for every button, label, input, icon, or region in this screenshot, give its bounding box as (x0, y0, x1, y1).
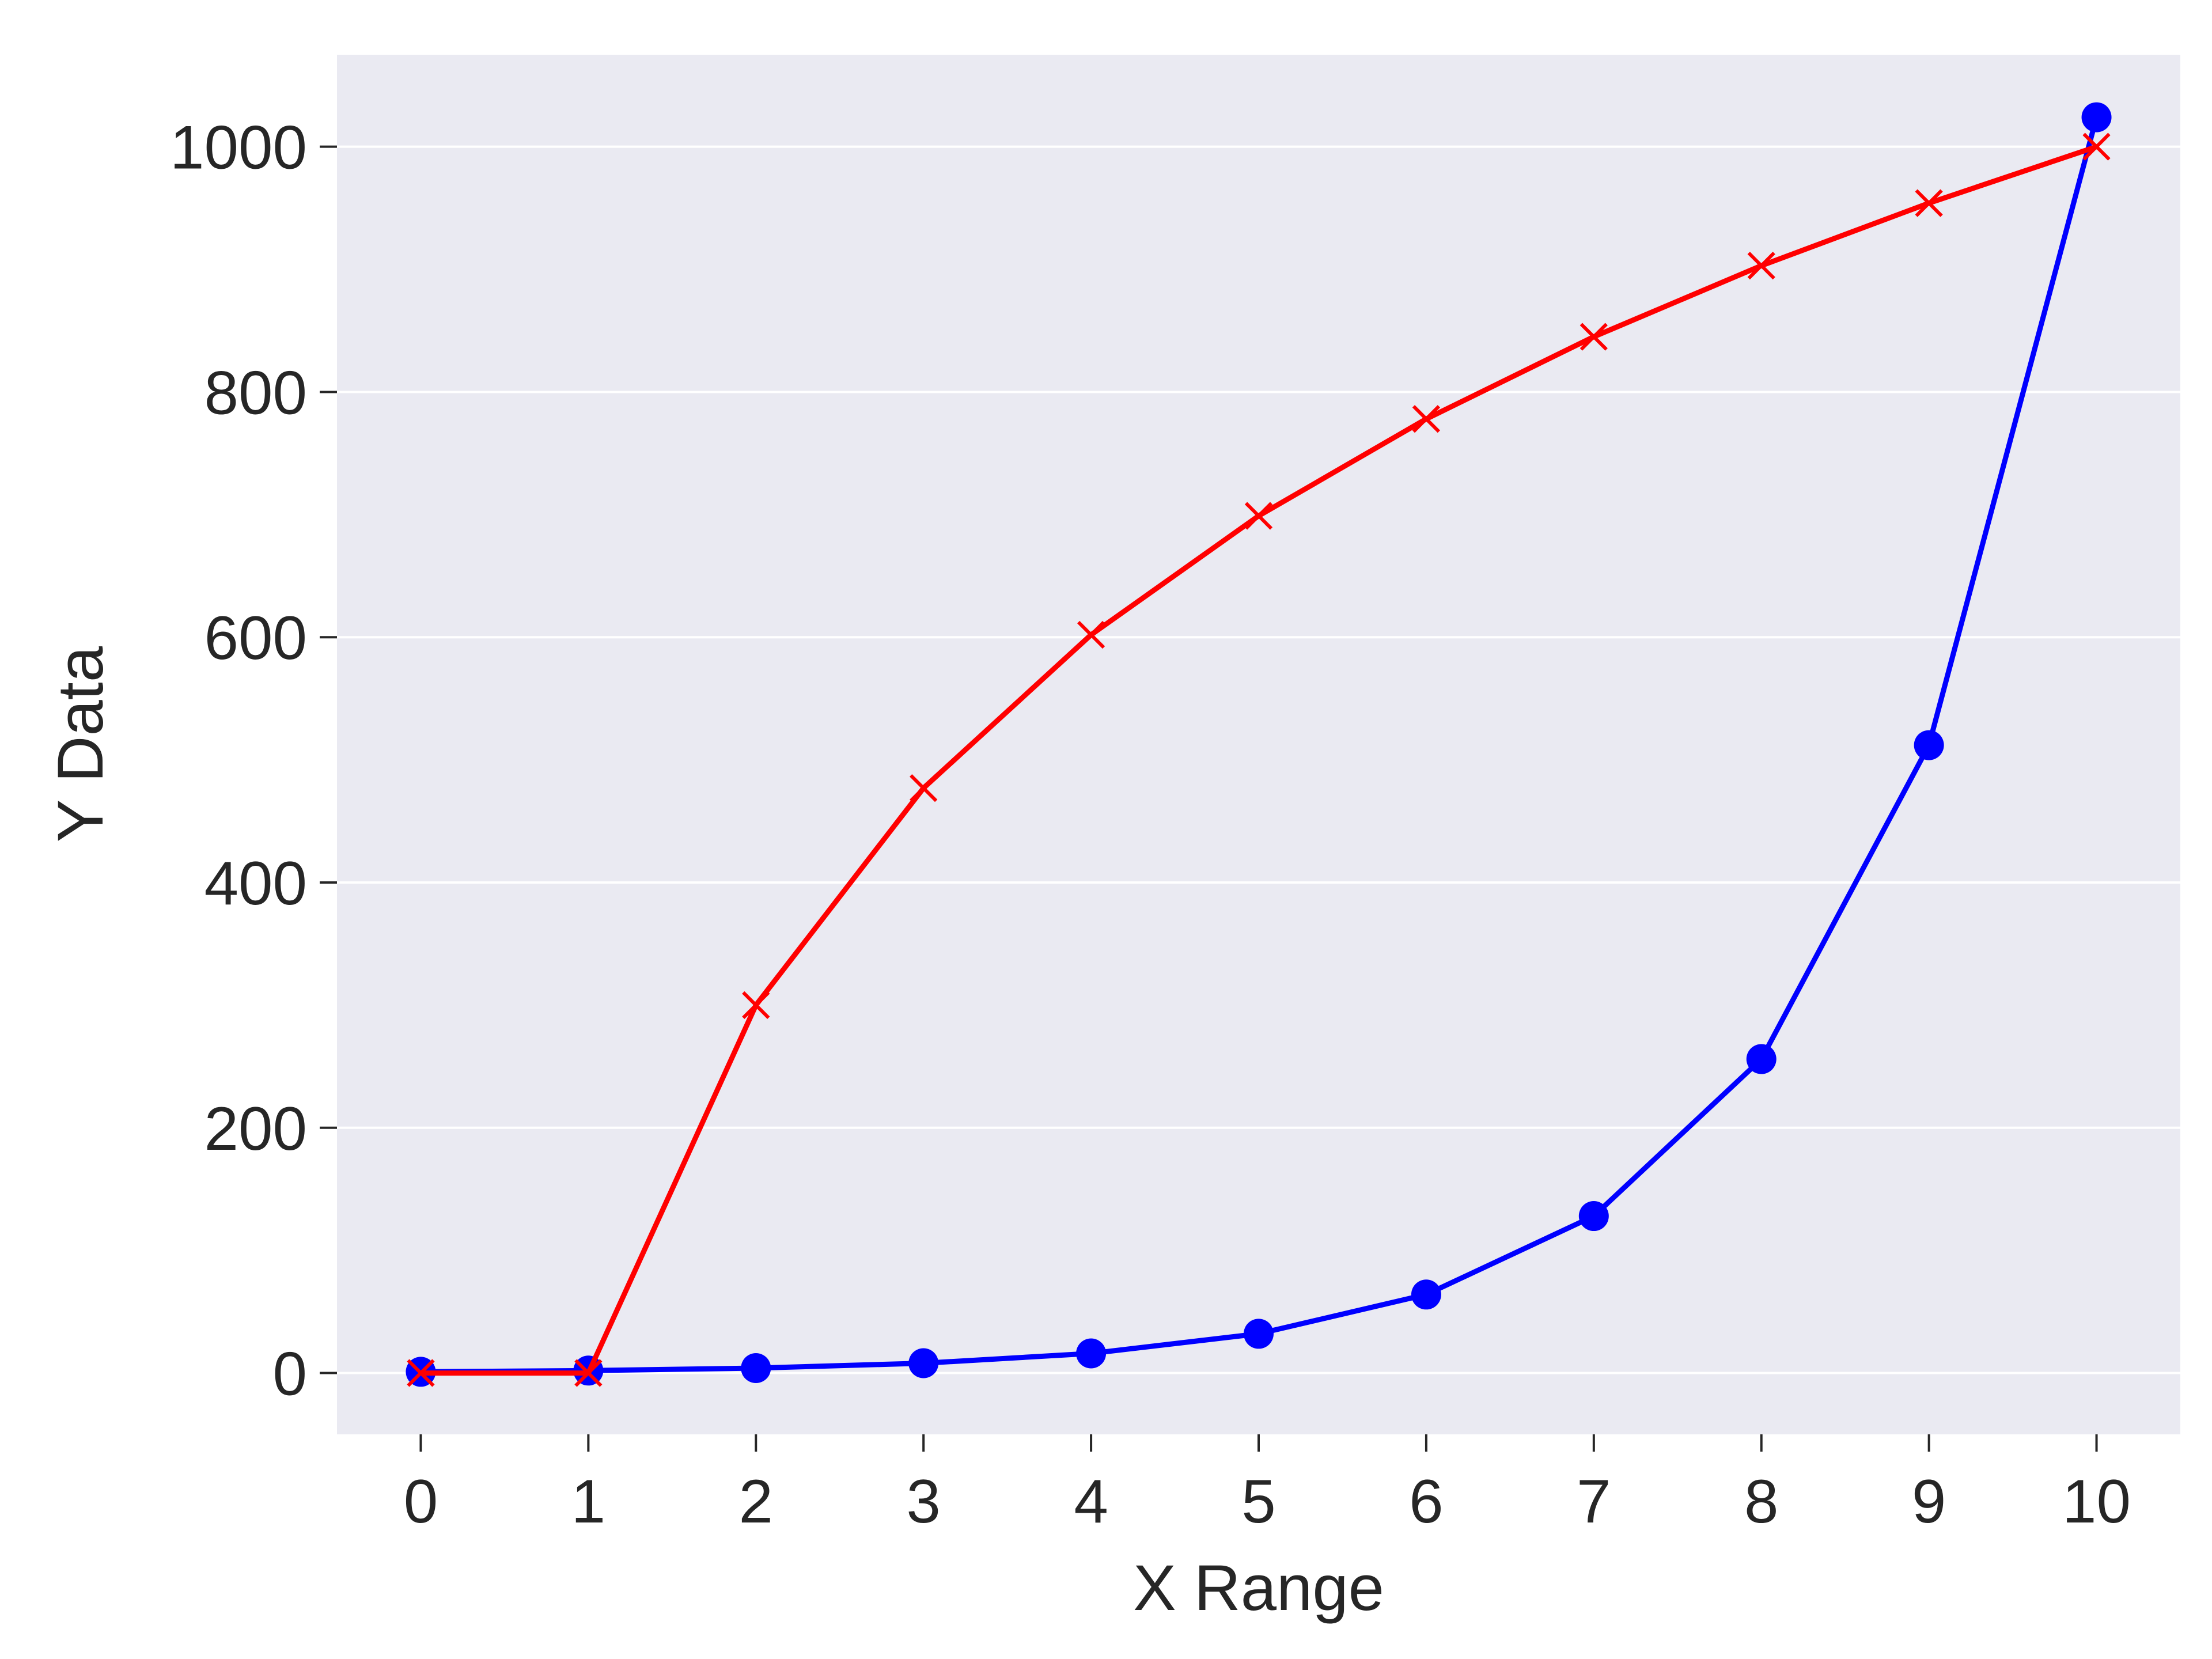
data-point (2081, 102, 2112, 132)
data-point (1244, 1319, 1274, 1349)
x-marker-stroke (1747, 252, 1775, 280)
x-tick-label: 8 (1744, 1467, 1779, 1536)
x-axis-ticks: 0 1 2 3 4 5 6 7 8 9 10 (404, 1434, 2131, 1536)
x-marker-stroke (1077, 620, 1105, 649)
x-tick-label: 10 (2062, 1467, 2131, 1536)
data-point (574, 1359, 603, 1387)
x-tick-label: 3 (906, 1467, 941, 1536)
x-marker-stroke (910, 774, 938, 802)
y-axis-label: Y Data (44, 646, 116, 842)
x-tick-label: 7 (1577, 1467, 1611, 1536)
data-point (1580, 323, 1608, 351)
y-tick-label: 600 (204, 603, 307, 672)
data-point (910, 774, 938, 802)
x-tick-label: 9 (1912, 1467, 1946, 1536)
data-point (1077, 620, 1105, 649)
data-point (1746, 1044, 1777, 1074)
x-tick-label: 1 (571, 1467, 606, 1536)
data-point (1244, 502, 1273, 530)
plot-area (337, 55, 2180, 1434)
data-point (407, 1359, 435, 1387)
x-tick-label: 6 (1409, 1467, 1444, 1536)
y-tick-label: 800 (204, 358, 307, 427)
y-tick-label: 400 (204, 849, 307, 918)
x-marker-stroke (2082, 132, 2111, 161)
x-tick-label: 2 (739, 1467, 774, 1536)
x-marker-stroke (1244, 502, 1273, 530)
y-axis-ticks: 0 200 400 600 800 1000 (170, 113, 337, 1408)
x-marker-stroke (742, 991, 770, 1020)
data-point (1915, 189, 1943, 217)
data-point (1747, 252, 1775, 280)
x-axis-label: X Range (1133, 1552, 1384, 1624)
data-point (1914, 730, 1944, 760)
x-marker-stroke (1412, 405, 1441, 433)
y-tick-label: 200 (204, 1094, 307, 1163)
data-point (1412, 405, 1441, 433)
x-marker-stroke (1580, 323, 1608, 351)
data-point (2082, 132, 2111, 161)
series-2 (407, 132, 2111, 1387)
x-tick-label: 4 (1074, 1467, 1108, 1536)
gridlines (337, 145, 2180, 1374)
x-marker-stroke (1915, 189, 1943, 217)
x-tick-label: 5 (1241, 1467, 1276, 1536)
data-point (908, 1348, 939, 1378)
data-point (1411, 1279, 1441, 1310)
y-tick-label: 1000 (170, 113, 307, 182)
data-point (1076, 1338, 1107, 1369)
x-marker-stroke (574, 1359, 603, 1387)
x-tick-label: 0 (404, 1467, 438, 1536)
x-marker-stroke (407, 1359, 435, 1387)
y-tick-label: 0 (272, 1339, 307, 1408)
data-point (742, 991, 770, 1020)
series-layer (406, 102, 2112, 1387)
data-point (741, 1353, 771, 1384)
data-point (1578, 1201, 1609, 1232)
